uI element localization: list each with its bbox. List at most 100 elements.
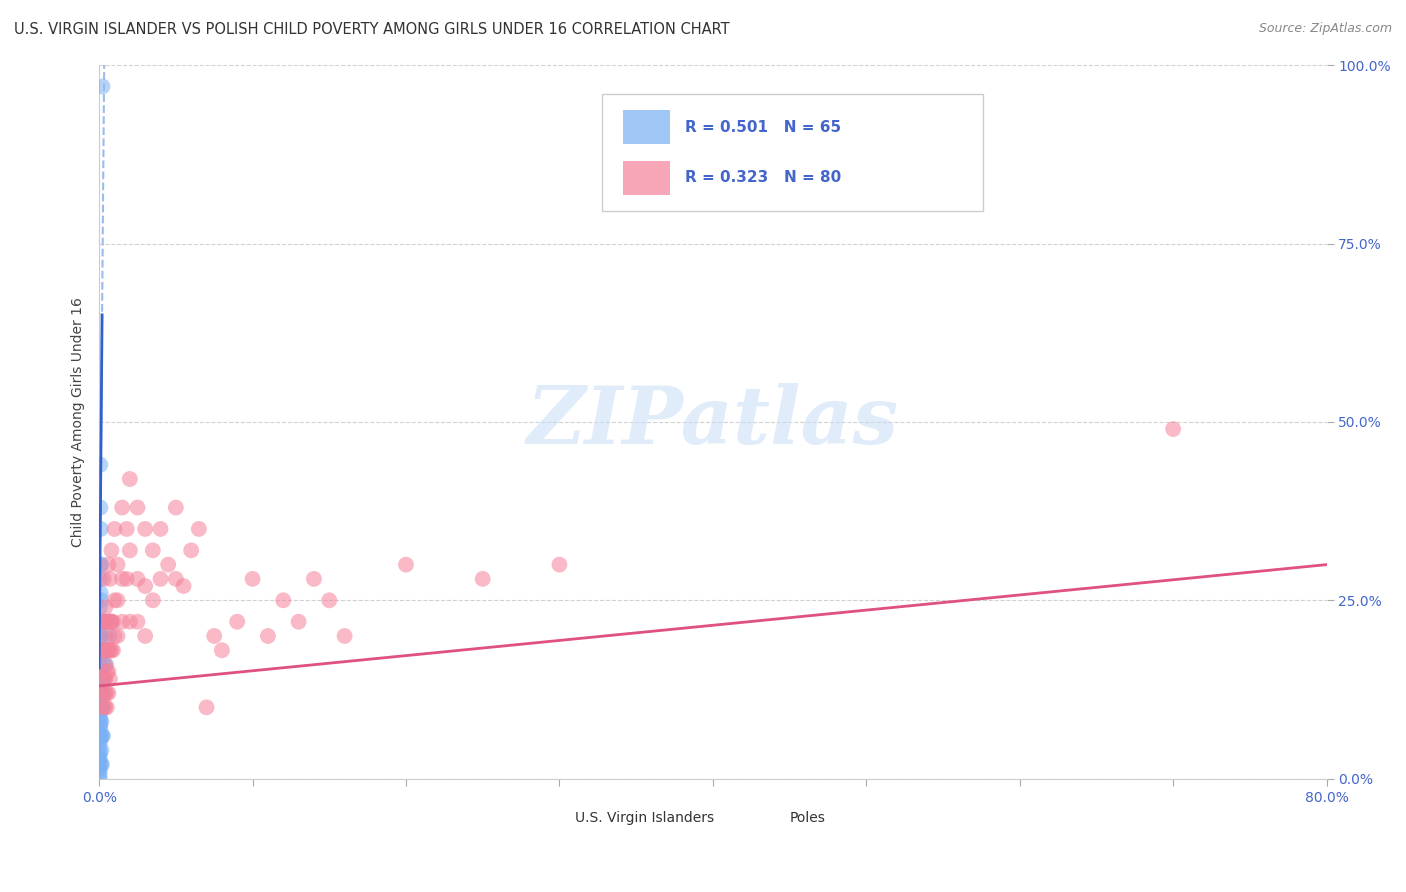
Point — [90, 700, 112, 714]
Point — [89, 679, 111, 693]
FancyBboxPatch shape — [623, 110, 669, 145]
Point — [89, 558, 111, 572]
Point — [98, 672, 121, 686]
Point — [149, 522, 172, 536]
Point — [165, 500, 187, 515]
Point — [100, 643, 122, 657]
FancyBboxPatch shape — [541, 809, 562, 827]
Point — [94, 686, 117, 700]
Point — [91, 643, 114, 657]
Point — [287, 615, 309, 629]
Point — [94, 672, 117, 686]
Point — [134, 522, 156, 536]
Point — [93, 700, 115, 714]
Point — [89, 693, 111, 707]
Point — [89, 729, 111, 743]
Point — [89, 711, 111, 725]
Point — [94, 657, 117, 672]
Point — [187, 522, 209, 536]
Point — [103, 522, 125, 536]
Point — [134, 579, 156, 593]
Point — [90, 522, 112, 536]
Text: R = 0.323   N = 80: R = 0.323 N = 80 — [685, 170, 841, 186]
Point — [90, 729, 112, 743]
Point — [118, 615, 141, 629]
Point — [89, 572, 111, 586]
Point — [211, 643, 233, 657]
Point — [89, 747, 111, 761]
Point — [93, 686, 115, 700]
Point — [127, 572, 149, 586]
Point — [97, 558, 120, 572]
Point — [302, 572, 325, 586]
Point — [103, 629, 125, 643]
Point — [89, 458, 111, 472]
Text: R = 0.501   N = 65: R = 0.501 N = 65 — [685, 120, 841, 135]
Point — [90, 586, 112, 600]
Point — [142, 543, 165, 558]
Point — [91, 729, 114, 743]
Point — [89, 761, 111, 775]
Point — [157, 558, 180, 572]
Point — [97, 615, 120, 629]
Text: Poles: Poles — [790, 811, 825, 825]
Point — [115, 572, 138, 586]
Point — [93, 672, 115, 686]
Point — [93, 643, 115, 657]
Point — [89, 743, 111, 757]
Point — [89, 600, 111, 615]
Point — [89, 707, 111, 722]
Point — [96, 615, 118, 629]
Point — [195, 700, 218, 714]
Point — [98, 629, 121, 643]
Point — [94, 600, 117, 615]
Point — [90, 665, 112, 679]
Point — [97, 665, 120, 679]
Point — [91, 672, 114, 686]
Point — [97, 686, 120, 700]
FancyBboxPatch shape — [602, 94, 983, 211]
Point — [90, 757, 112, 772]
Point — [97, 643, 120, 657]
Point — [89, 722, 111, 736]
Point — [89, 772, 111, 786]
Point — [98, 572, 121, 586]
Text: U.S. Virgin Islanders: U.S. Virgin Islanders — [575, 811, 714, 825]
Point — [142, 593, 165, 607]
Point — [111, 615, 134, 629]
Point — [90, 686, 112, 700]
Point — [118, 543, 141, 558]
Point — [89, 615, 111, 629]
Point — [548, 558, 571, 572]
Point — [89, 657, 111, 672]
Y-axis label: Child Poverty Among Girls Under 16: Child Poverty Among Girls Under 16 — [72, 297, 86, 547]
Point — [471, 572, 494, 586]
Point — [226, 615, 249, 629]
Point — [89, 629, 111, 643]
Point — [100, 615, 122, 629]
Point — [93, 672, 115, 686]
Point — [257, 629, 280, 643]
Point — [173, 579, 195, 593]
FancyBboxPatch shape — [756, 809, 778, 827]
Point — [90, 643, 112, 657]
Point — [90, 615, 112, 629]
Point — [103, 593, 125, 607]
Point — [90, 700, 112, 714]
Point — [89, 500, 111, 515]
Point — [89, 718, 111, 732]
Point — [90, 643, 112, 657]
Point — [107, 593, 129, 607]
Point — [94, 629, 117, 643]
Point — [89, 732, 111, 747]
Point — [90, 757, 112, 772]
Point — [101, 643, 124, 657]
Point — [89, 764, 111, 779]
Point — [89, 714, 111, 729]
Point — [165, 572, 187, 586]
Point — [242, 572, 264, 586]
Point — [202, 629, 225, 643]
FancyBboxPatch shape — [623, 161, 669, 195]
Point — [91, 79, 114, 94]
Point — [271, 593, 294, 607]
